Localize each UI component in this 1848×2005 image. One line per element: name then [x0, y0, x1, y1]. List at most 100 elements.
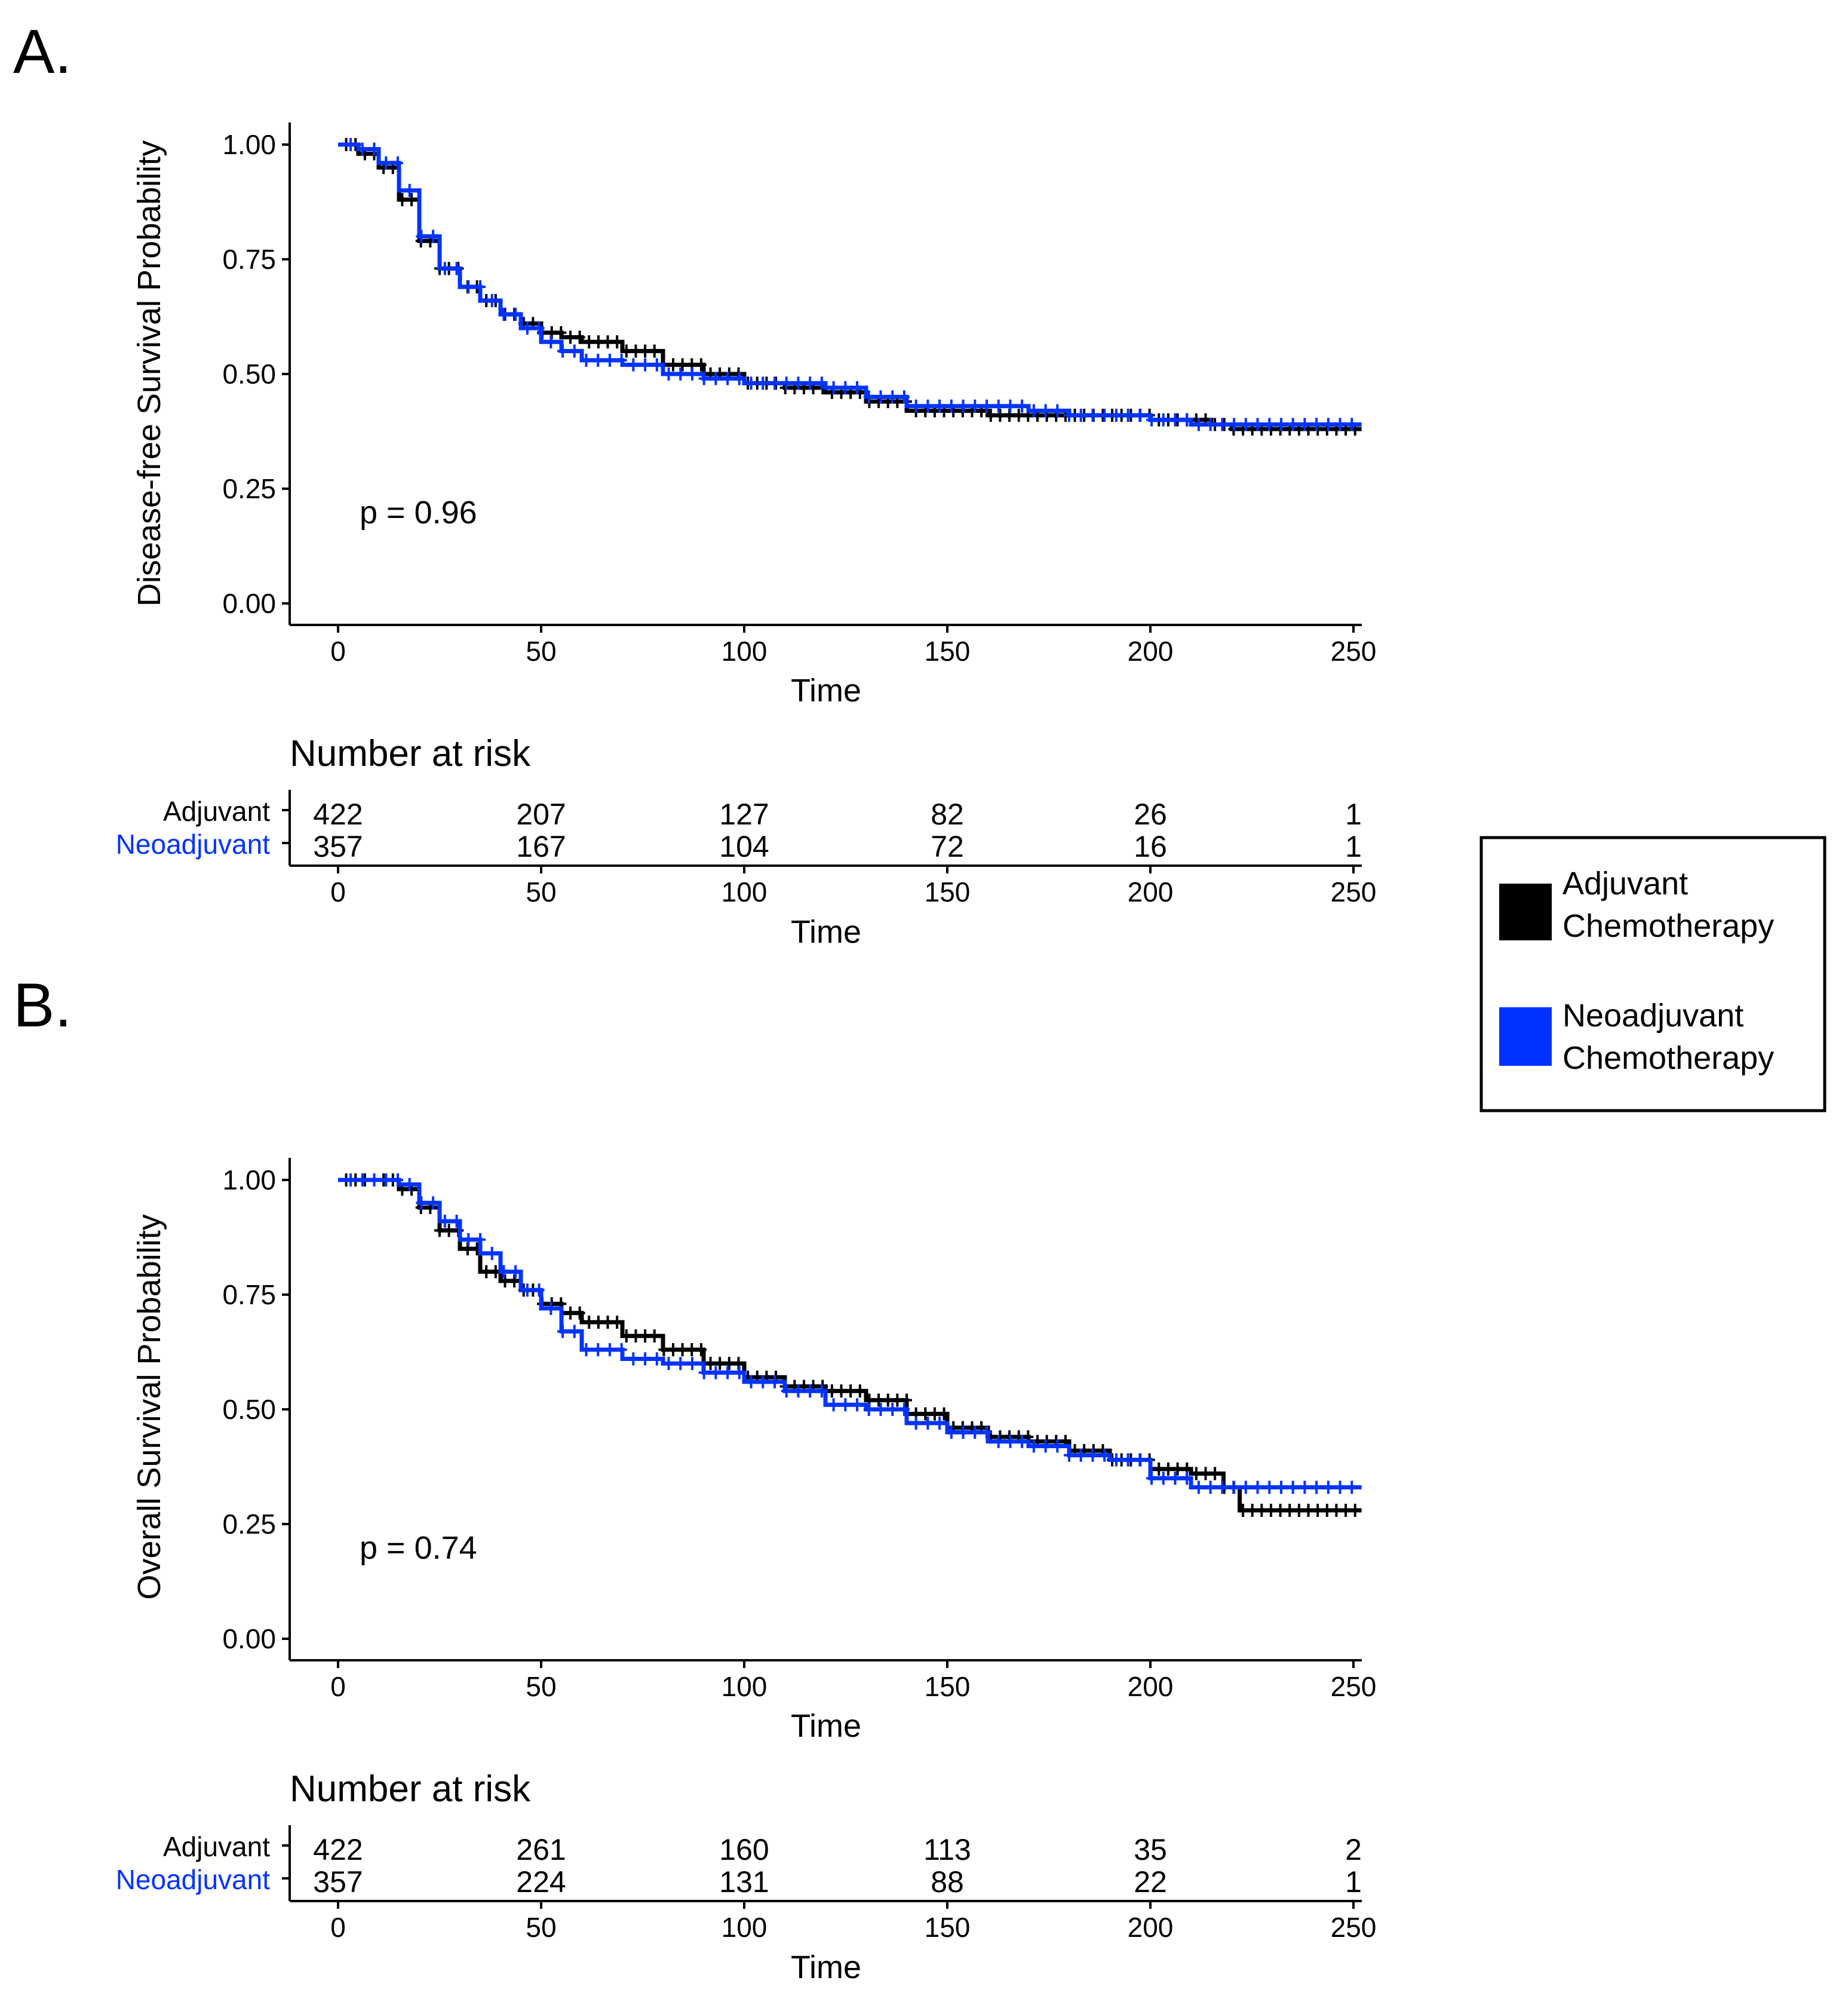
censor-mark: [1064, 1448, 1075, 1462]
censor-mark: [1200, 1467, 1211, 1480]
legend: Adjuvant Chemotherapy Neoadjuvant Chemot…: [1479, 836, 1826, 1112]
censor-mark: [922, 399, 934, 413]
censor-mark: [569, 344, 580, 358]
censor-mark: [545, 335, 557, 349]
censor-mark: [651, 1352, 662, 1366]
risk-value: 1: [1345, 798, 1362, 831]
censor-mark: [1299, 1480, 1310, 1494]
censor-mark: [1322, 418, 1334, 431]
censor-mark: [357, 1173, 368, 1187]
panel-a-curves: [338, 138, 1362, 436]
censor-mark: [475, 280, 486, 294]
panel-b-x-axis-title: Time: [791, 1708, 861, 1744]
censor-mark: [545, 1302, 557, 1316]
panel-a-risk-x-tick-labels: 0 50 100 150 200 250: [330, 876, 1376, 908]
censor-mark: [443, 1224, 455, 1237]
panel-b-y-tick-1.00: 1.00: [222, 1164, 276, 1195]
censor-mark: [564, 1306, 576, 1320]
censor-mark: [1256, 1503, 1267, 1517]
censor-mark: [781, 1384, 792, 1398]
panel-a-y-axis-title: Disease-free Survival Probability: [131, 140, 167, 606]
censor-mark: [805, 376, 816, 390]
censor-mark: [640, 1352, 651, 1366]
censor-mark: [557, 344, 569, 358]
censor-mark: [1153, 1462, 1165, 1476]
censor-mark: [875, 1403, 886, 1416]
censor-mark: [486, 1246, 498, 1260]
censor-mark: [1346, 1480, 1358, 1494]
censor-mark: [875, 390, 886, 404]
censor-mark: [416, 1196, 427, 1210]
panel-b-x-tick-50: 50: [526, 1671, 556, 1702]
censor-mark: [475, 1233, 486, 1246]
censor-mark: [533, 1283, 545, 1297]
censor-mark: [581, 353, 592, 367]
censor-mark: [392, 1173, 403, 1187]
censor-mark: [1205, 1480, 1216, 1494]
panel-b-risk-neoadjuvant-values: 357 224 131 88 22 1: [313, 1865, 1362, 1899]
censor-mark: [1321, 1503, 1333, 1517]
censor-mark: [369, 1173, 380, 1187]
censor-mark: [574, 330, 585, 344]
censor-mark: [1146, 1471, 1158, 1485]
censor-mark: [816, 376, 827, 390]
censor-mark: [1087, 1448, 1098, 1462]
censor-mark: [498, 1265, 509, 1279]
censor-mark: [840, 1398, 851, 1412]
risk-x-tick: 0: [330, 1912, 346, 1943]
panel-b-p-value: p = 0.74: [360, 1530, 477, 1566]
censor-mark: [1052, 404, 1063, 418]
censor-mark: [910, 1417, 922, 1430]
censor-mark: [555, 326, 567, 339]
censor-mark: [1017, 399, 1028, 413]
censor-mark: [1247, 1503, 1258, 1517]
censor-mark: [1287, 418, 1298, 431]
censor-mark: [1134, 409, 1146, 422]
censor-mark: [828, 1398, 839, 1412]
censor-mark: [628, 358, 639, 372]
censor-mark: [406, 193, 418, 207]
censor-mark: [1172, 1462, 1183, 1476]
censor-mark: [910, 399, 922, 413]
panel-b-risk-row-label-adjuvant: Adjuvant: [163, 1831, 270, 1862]
censor-mark: [981, 399, 992, 413]
risk-x-tick: 0: [330, 876, 346, 908]
censor-mark: [901, 1393, 912, 1407]
censor-mark: [898, 1403, 910, 1416]
censor-mark: [521, 321, 533, 335]
censor-mark: [675, 1357, 686, 1371]
censor-mark: [1331, 1503, 1342, 1517]
censor-mark: [993, 1434, 1004, 1448]
panel-b: B. Overall Survival Probability 1.00 0.7…: [13, 971, 1376, 1985]
panel-b-x-tick-200: 200: [1128, 1671, 1174, 1702]
risk-value: 104: [719, 830, 769, 863]
panel-a-x-tick-marks: [337, 625, 1355, 633]
censor-mark: [584, 335, 595, 349]
censor-mark: [698, 1366, 710, 1379]
censor-mark: [793, 1384, 804, 1398]
censor-mark: [757, 1375, 769, 1388]
censor-mark: [1311, 418, 1322, 431]
censor-mark: [769, 1375, 780, 1388]
censor-mark: [1349, 1503, 1361, 1517]
censor-mark: [1028, 1439, 1039, 1453]
censor-mark: [604, 353, 615, 367]
risk-value: 261: [516, 1833, 566, 1866]
risk-value: 16: [1134, 830, 1167, 863]
censor-mark: [1238, 1503, 1249, 1517]
censor-mark: [1162, 1462, 1174, 1476]
censor-marks-neoadjuvant: [345, 138, 1358, 431]
censor-mark: [1110, 409, 1122, 422]
censor-mark: [922, 1417, 934, 1430]
panel-a-x-tick-100: 100: [722, 636, 768, 667]
risk-value: 357: [313, 830, 363, 863]
censor-mark: [1146, 413, 1158, 427]
censor-mark: [1158, 1471, 1169, 1485]
legend-swatch-adjuvant: [1499, 884, 1552, 940]
censor-mark: [1158, 413, 1169, 427]
censor-mark: [1334, 1480, 1346, 1494]
risk-value: 131: [719, 1865, 769, 1899]
censor-mark: [957, 1425, 969, 1439]
censor-mark: [816, 1384, 827, 1398]
